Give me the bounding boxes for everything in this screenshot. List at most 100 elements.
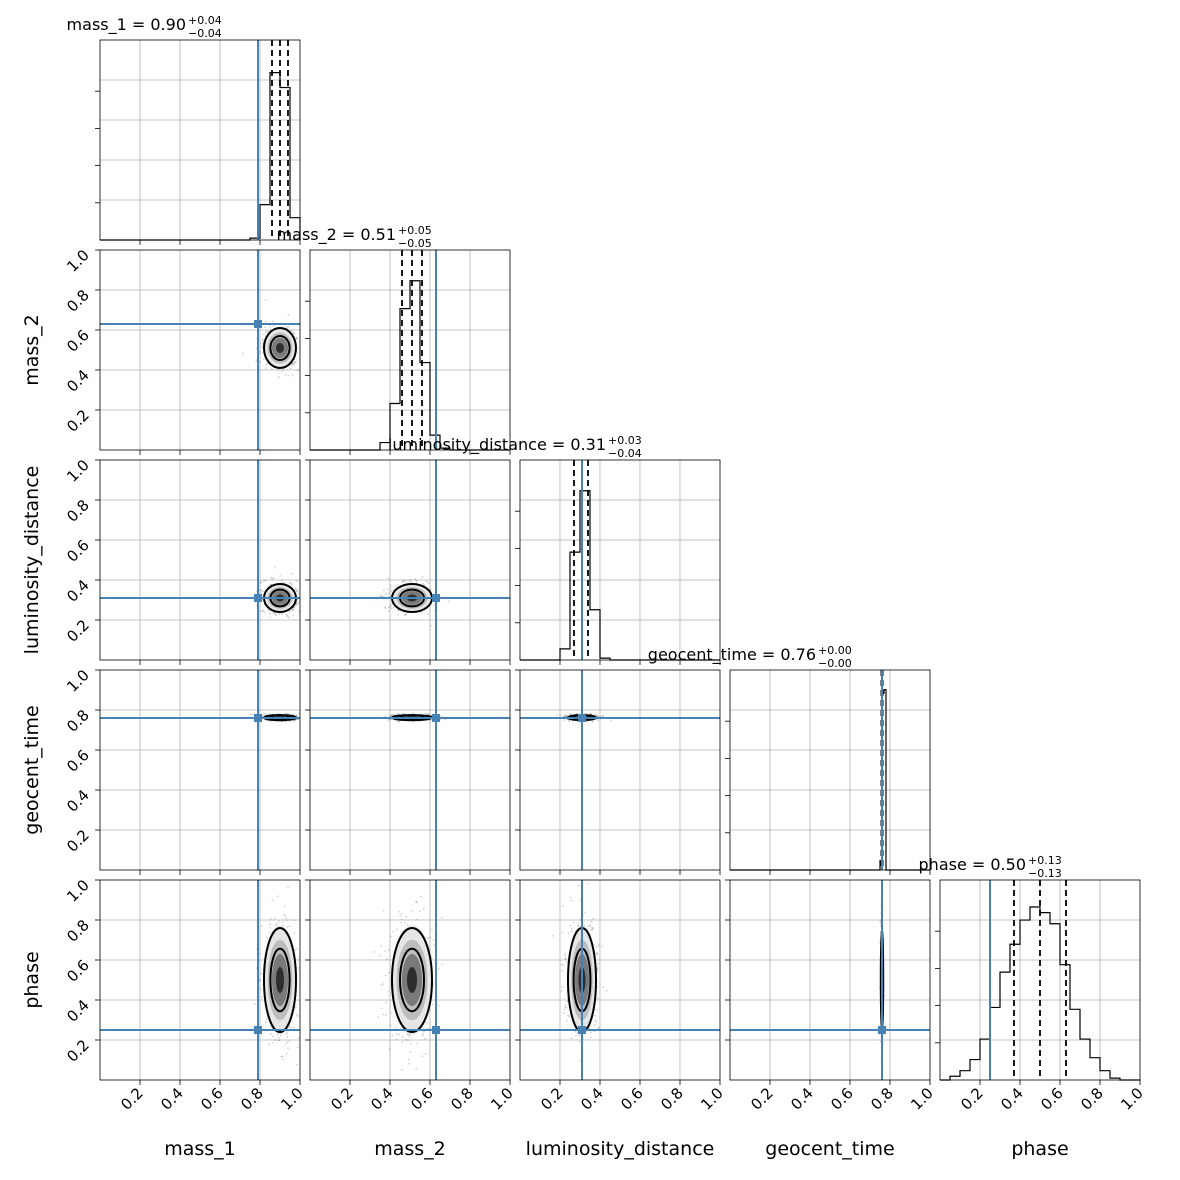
y-tick-label: 1.0 — [63, 456, 93, 486]
panel-luminosity_distance-vs-phase — [515, 879, 721, 1085]
truth-marker — [254, 594, 262, 602]
x-tick-label: 0.8 — [657, 1084, 687, 1114]
truth-marker — [578, 1026, 586, 1034]
y-axis-label-phase: phase — [21, 951, 43, 1008]
x-axis-label-mass_2: mass_2 — [374, 1138, 446, 1160]
x-tick-label: 0.8 — [1077, 1084, 1107, 1114]
truth-marker — [432, 594, 440, 602]
histogram-geocent_time — [730, 688, 930, 871]
title-minus: −0.13 — [1028, 867, 1062, 880]
x-tick-label: 0.8 — [867, 1084, 897, 1114]
x-tick-label: 0.6 — [407, 1084, 437, 1114]
panel-mass_1-vs-mass_2 — [95, 249, 301, 455]
title-plus: +0.03 — [608, 434, 642, 447]
truth-marker — [878, 1026, 886, 1034]
panel-frame — [519, 879, 721, 1081]
y-tick-label: 0.8 — [63, 706, 93, 736]
y-tick-label: 0.4 — [63, 996, 93, 1026]
density-level — [276, 967, 284, 993]
y-tick-label: 1.0 — [63, 666, 93, 696]
truth-marker — [254, 1026, 262, 1034]
density-level — [276, 343, 284, 353]
truth-marker — [578, 714, 586, 722]
x-tick-label: 0.4 — [157, 1084, 187, 1114]
y-tick-label: 0.4 — [63, 786, 93, 816]
panel-title-mass_1: mass_1 = 0.90 +0.04−0.04 — [67, 14, 222, 40]
panel-frame — [99, 249, 301, 451]
y-tick-label: 0.6 — [63, 536, 93, 566]
contour-line — [263, 927, 297, 1033]
title-text: mass_1 = 0.90 — [67, 15, 186, 35]
diag-panel-phase: phase = 0.50 +0.13−0.13 — [919, 854, 1141, 1085]
panel-frame — [309, 249, 511, 451]
x-tick-label: 1.0 — [487, 1084, 517, 1114]
x-tick-label: 0.2 — [747, 1084, 777, 1114]
y-tick-label: 0.8 — [63, 916, 93, 946]
x-tick-label: 0.6 — [827, 1084, 857, 1114]
title-plus: +0.00 — [818, 644, 852, 657]
diag-panel-geocent_time: geocent_time = 0.76 +0.00−0.00 — [648, 644, 931, 875]
panel-title-geocent_time: geocent_time = 0.76 +0.00−0.00 — [648, 644, 852, 670]
histogram-mass_2 — [310, 280, 510, 451]
panel-luminosity_distance-vs-geocent_time — [515, 669, 721, 875]
x-tick-label: 0.2 — [957, 1084, 987, 1114]
x-tick-label: 0.2 — [537, 1084, 567, 1114]
x-tick-label: 0.6 — [617, 1084, 647, 1114]
title-plus: +0.04 — [188, 14, 222, 27]
contour-line — [391, 927, 433, 1033]
panel-title-phase: phase = 0.50 +0.13−0.13 — [919, 854, 1062, 880]
diag-panel-luminosity_distance: luminosity_distance = 0.31 +0.03−0.04 — [388, 434, 721, 665]
x-tick-label: 0.4 — [997, 1084, 1027, 1114]
histogram-phase — [940, 906, 1140, 1081]
x-axis-label-luminosity_distance: luminosity_distance — [526, 1138, 715, 1160]
panel-mass_2-vs-phase — [305, 879, 511, 1085]
panel-frame — [309, 459, 511, 661]
density — [372, 896, 443, 1071]
x-tick-label: 1.0 — [697, 1084, 727, 1114]
y-tick-label: 0.6 — [63, 956, 93, 986]
x-tick-label: 1.0 — [907, 1084, 937, 1114]
contour-line — [263, 327, 297, 369]
panel-mass_1-vs-luminosity_distance — [95, 459, 301, 665]
y-axis-label-luminosity_distance: luminosity_distance — [21, 466, 43, 655]
title-minus: −0.04 — [608, 447, 642, 460]
y-tick-label: 0.8 — [63, 286, 93, 316]
y-tick-label: 0.2 — [63, 406, 93, 436]
y-tick-label: 0.6 — [63, 746, 93, 776]
contour-line — [269, 335, 291, 361]
y-tick-label: 0.6 — [63, 326, 93, 356]
title-minus: −0.05 — [398, 237, 432, 250]
panel-frame — [519, 459, 721, 661]
y-tick-label: 0.2 — [63, 616, 93, 646]
y-tick-label: 1.0 — [63, 246, 93, 276]
density — [251, 886, 300, 1066]
y-axis-label-geocent_time: geocent_time — [21, 705, 43, 834]
panel-frame — [729, 669, 931, 871]
x-axis-label-phase: phase — [1011, 1138, 1068, 1160]
panel-mass_2-vs-luminosity_distance — [305, 459, 511, 665]
y-tick-label: 1.0 — [63, 876, 93, 906]
panel-mass_1-vs-phase — [95, 879, 301, 1085]
diag-panel-mass_1: mass_1 = 0.90 +0.04−0.04 — [67, 14, 301, 245]
y-tick-label: 0.4 — [63, 576, 93, 606]
x-axis-label-mass_1: mass_1 — [164, 1138, 236, 1160]
truth-marker — [254, 714, 262, 722]
panel-frame — [729, 879, 931, 1081]
x-tick-label: 0.4 — [577, 1084, 607, 1114]
x-tick-label: 0.4 — [367, 1084, 397, 1114]
panel-frame — [99, 669, 301, 871]
x-tick-label: 0.6 — [197, 1084, 227, 1114]
title-text: phase = 0.50 — [919, 855, 1026, 874]
panel-title-mass_2: mass_2 = 0.51 +0.05−0.05 — [277, 224, 432, 250]
panel-title-luminosity_distance: luminosity_distance = 0.31 +0.03−0.04 — [388, 434, 642, 460]
panel-frame — [309, 879, 511, 1081]
title-minus: −0.00 — [818, 657, 852, 670]
x-tick-label: 1.0 — [1117, 1084, 1147, 1114]
y-tick-label: 0.2 — [63, 826, 93, 856]
x-tick-label: 0.2 — [117, 1084, 147, 1114]
y-axis-label-mass_2: mass_2 — [21, 314, 43, 386]
truth-marker — [254, 320, 262, 328]
panel-frame — [939, 879, 1141, 1081]
